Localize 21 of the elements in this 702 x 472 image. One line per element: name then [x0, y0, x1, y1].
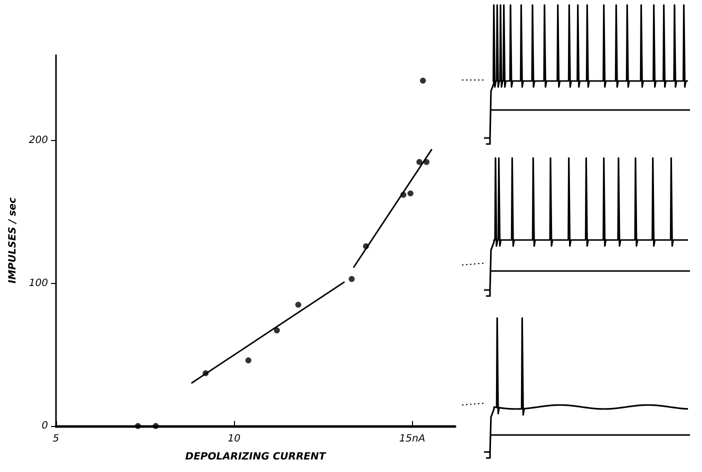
x-axis-title: DEPOLARIZING CURRENT: [185, 452, 327, 462]
point: [245, 357, 252, 364]
x-tick-label: 10: [228, 434, 240, 444]
y-tick-label: 200: [28, 135, 48, 146]
y-axis-title: IMPULSES / sec: [8, 197, 18, 284]
point: [274, 327, 280, 334]
point: [424, 159, 430, 166]
point: [295, 302, 302, 308]
point: [407, 190, 414, 196]
point: [152, 423, 159, 429]
x-tick-label: 15nA: [399, 434, 426, 444]
point: [134, 423, 141, 429]
point: [202, 370, 209, 376]
y-tick-label: 100: [28, 278, 48, 289]
point: [362, 243, 369, 250]
point: [400, 192, 406, 198]
point: [420, 78, 426, 84]
y-tick-label: 0: [42, 420, 48, 432]
x-tick-label: 5: [52, 434, 60, 444]
point: [416, 159, 422, 166]
point: [348, 276, 355, 282]
